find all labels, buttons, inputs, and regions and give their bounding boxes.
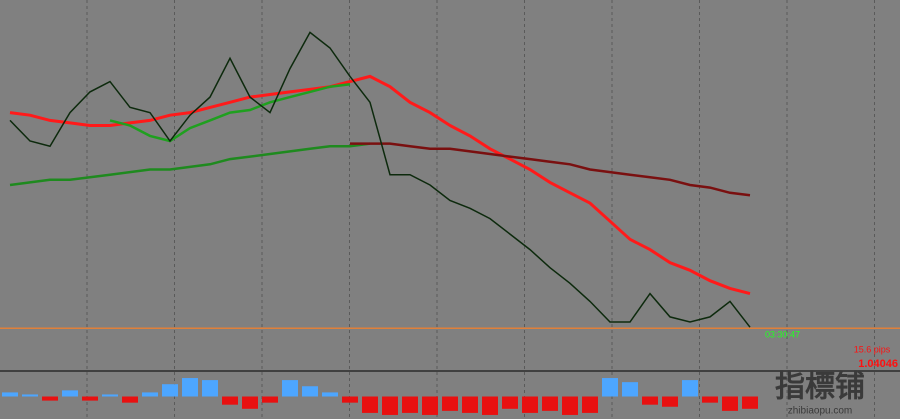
oscillator-bar [122,396,138,403]
oscillator-bar [2,392,18,397]
oscillator-bar [522,396,538,413]
oscillator-bar [102,394,118,397]
oscillator-bar [582,396,598,413]
last-price-label: 1.04046 [858,358,898,370]
oscillator-bar [422,396,438,415]
oscillator-bar [402,396,418,413]
oscillator-bar [562,396,578,415]
series-line [109,82,351,143]
oscillator-bar [302,386,318,397]
series-line [9,74,751,296]
oscillator-bar [682,380,698,397]
oscillator-bar [202,380,218,397]
oscillator-bar [482,396,498,415]
oscillator-bar [382,396,398,415]
series-line [9,31,751,328]
oscillator-bar [22,394,38,397]
oscillator-bar [602,378,618,397]
oscillator-bar [622,382,638,397]
series-line [350,142,751,197]
oscillator-bar [62,390,78,397]
oscillator-bar [222,396,238,405]
oscillator-bar [542,396,558,411]
watermark-title: 指標铺 [775,370,865,405]
oscillator-bar [282,380,298,397]
oscillator-bar [262,396,278,403]
oscillator-bar [82,396,98,401]
oscillator-bar [722,396,738,411]
oscillator-bar [442,396,458,411]
oscillator-bar [662,396,678,407]
oscillator-bar [322,392,338,397]
oscillator-bar [702,396,718,403]
oscillator-bar [742,396,758,409]
oscillator-bar [502,396,518,409]
watermark-url: zhibiaopu.com [788,406,852,417]
oscillator-bar [462,396,478,413]
time-label: 03:30:47 [765,329,800,339]
oscillator-bar [162,384,178,397]
oscillator-bar [242,396,258,409]
oscillator-bar [182,378,198,397]
oscillator-bar [342,396,358,403]
oscillator-bar [362,396,378,413]
pips-annotation: 15.6 pips [854,344,891,354]
oscillator-bar [142,392,158,397]
oscillator-bar [642,396,658,405]
series-line [9,142,371,187]
oscillator-bar [42,396,58,401]
